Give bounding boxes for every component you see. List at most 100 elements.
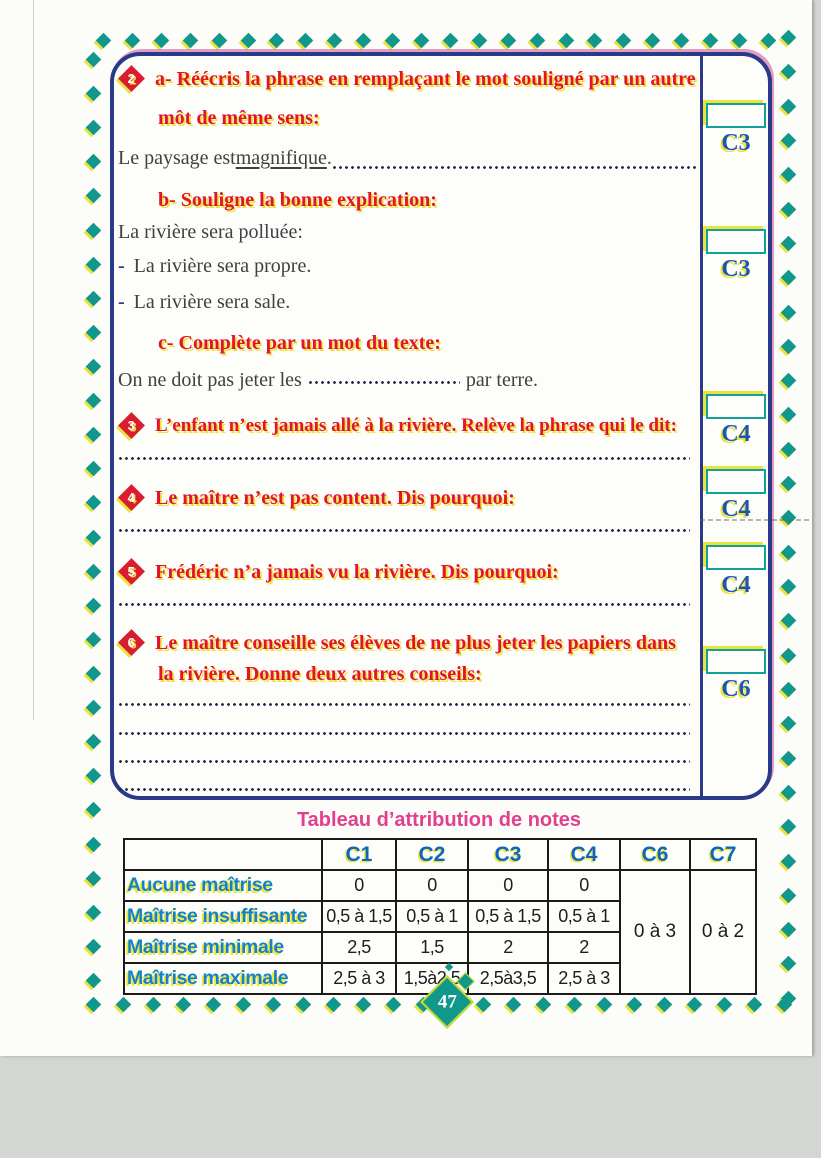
- border-diamond: [145, 996, 162, 1012]
- question-2b-intro: La rivière sera polluée:: [118, 221, 303, 243]
- border-diamond: [780, 475, 796, 492]
- cell-value: 2: [547, 931, 621, 964]
- notes-table-title: Tableau d’attribution de notes: [296, 809, 582, 831]
- border-diamond: [780, 578, 796, 595]
- border-diamond: [780, 921, 796, 938]
- row-label-aucune: Aucune maîtrise: [123, 869, 323, 902]
- border-diamond: [85, 358, 101, 375]
- border-diamond: [298, 32, 314, 48]
- border-diamond: [326, 32, 343, 48]
- row-label-insuffisante: Maîtrise insuffisante: [123, 900, 323, 933]
- border-diamond: [780, 304, 796, 320]
- border-diamond: [780, 544, 796, 560]
- border-diamond: [780, 681, 796, 698]
- border-diamond: [205, 996, 222, 1012]
- border-diamond: [85, 972, 101, 989]
- border-diamond: [85, 188, 101, 204]
- border-diamond: [85, 51, 101, 68]
- border-diamond: [702, 32, 719, 48]
- border-diamond: [355, 32, 372, 48]
- answer-blank-4: [118, 526, 690, 534]
- border-diamond: [85, 563, 101, 579]
- question-2a-heading-text: a- Réécris la phrase en remplaçant le mo…: [155, 68, 696, 90]
- header-c6: C6: [619, 838, 691, 871]
- notes-table: C1 C2 C3 C4 C6 C7 Aucune maîtrise 0 0 0 …: [123, 838, 757, 995]
- answer-blank-6a: [118, 700, 690, 708]
- page-fold-line: [33, 0, 34, 720]
- border-diamond: [325, 996, 342, 1012]
- border-diamond: [85, 996, 102, 1012]
- border-diamond: [780, 613, 796, 629]
- border-diamond: [780, 441, 796, 458]
- border-diamond: [780, 510, 796, 526]
- table-row: Aucune maîtrise 0 0 0 0 0 à 3 0 à 2: [123, 869, 757, 995]
- border-diamond: [780, 29, 796, 46]
- border-diamond: [500, 32, 516, 48]
- header-blank-cell: [123, 838, 323, 871]
- border-diamond: [746, 996, 762, 1012]
- diamond-border-left: [85, 51, 101, 989]
- question-2c-heading: c- Complète par un mot du texte:: [158, 332, 441, 354]
- border-diamond: [85, 85, 101, 102]
- border-diamond: [566, 996, 582, 1012]
- border-diamond: [587, 32, 603, 48]
- border-diamond: [124, 32, 141, 48]
- border-diamond: [529, 32, 545, 48]
- border-diamond: [211, 32, 227, 48]
- border-diamond: [85, 733, 101, 750]
- border-diamond: [780, 715, 796, 732]
- cell-value: 2,5 à 3: [321, 962, 397, 995]
- border-diamond: [85, 324, 101, 341]
- question-2a-sentence: Le paysage est magnifique .: [118, 146, 696, 171]
- border-diamond: [85, 631, 101, 648]
- border-diamond: [386, 996, 402, 1012]
- question-3-badge: 3: [118, 412, 145, 439]
- question-4-heading: 4 Le maître n’est pas content. Dis pourq…: [118, 484, 696, 511]
- competency-label: C4: [721, 421, 751, 447]
- cell-value: 0,5 à 1,5: [321, 900, 397, 933]
- border-diamond: [95, 32, 112, 48]
- diamond-border-right: [780, 29, 796, 1007]
- border-diamond: [442, 32, 459, 48]
- border-diamond: [596, 996, 612, 1012]
- border-diamond: [731, 32, 748, 48]
- header-c7: C7: [689, 838, 757, 871]
- question-2a-heading-line2: môt de même sens:: [158, 107, 320, 129]
- border-diamond: [85, 426, 101, 443]
- border-diamond: [85, 529, 101, 545]
- border-diamond: [85, 665, 101, 682]
- border-diamond: [558, 32, 574, 48]
- border-diamond: [716, 996, 732, 1012]
- border-diamond: [85, 836, 101, 852]
- cell-value: 2,5: [321, 931, 397, 964]
- border-diamond: [780, 338, 796, 355]
- border-diamond: [175, 996, 192, 1012]
- border-diamond: [780, 750, 796, 766]
- question-6-badge: 6: [118, 629, 145, 656]
- answer-blank-6d: [118, 785, 690, 793]
- score-box-c3-a: [706, 103, 766, 128]
- scan-artifact-line: [700, 519, 812, 521]
- competency-label: C4: [721, 496, 751, 522]
- border-diamond: [85, 768, 101, 784]
- border-diamond: [269, 32, 285, 48]
- exercise-content: 2 a- Réécris la phrase en remplaçant le …: [118, 60, 696, 793]
- question-2b-heading: b- Souligne la bonne explication:: [158, 189, 437, 211]
- border-diamond: [85, 256, 101, 272]
- border-diamond: [85, 870, 101, 886]
- border-diamond: [153, 32, 170, 48]
- border-diamond: [356, 996, 372, 1012]
- table-header-row: C1 C2 C3 C4 C6 C7: [123, 838, 757, 871]
- border-diamond: [85, 938, 101, 955]
- header-c3: C3: [467, 838, 549, 871]
- question-2c-sentence: On ne doit pas jeter les par terre.: [118, 369, 539, 391]
- border-diamond: [265, 996, 282, 1012]
- border-diamond: [780, 98, 796, 114]
- merged-cell-c6: 0 à 3: [619, 869, 691, 995]
- cell-value: 0: [395, 869, 469, 902]
- border-diamond: [85, 699, 101, 716]
- border-diamond: [295, 996, 312, 1012]
- cell-value: 2,5 à 3: [547, 962, 621, 995]
- border-diamond: [780, 853, 796, 869]
